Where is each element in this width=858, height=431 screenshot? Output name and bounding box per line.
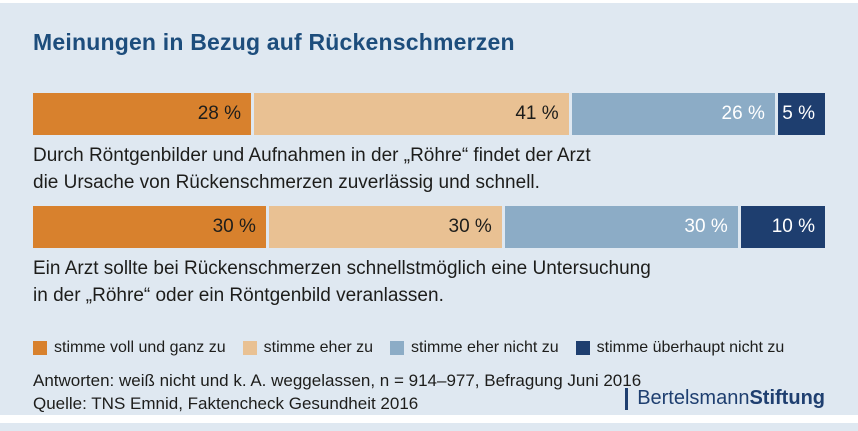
legend-swatch-orange-icon xyxy=(33,341,47,355)
legend-swatch-bluegray-icon xyxy=(390,341,405,355)
legend-item-disagree-somewhat: stimme eher nicht zu xyxy=(390,339,559,357)
legend-swatch-navy-icon xyxy=(575,341,590,355)
statement-question-1: Durch Röntgenbilder und Aufnahmen in der… xyxy=(33,142,591,196)
bar1-segment-agree-fully: 28 % xyxy=(33,93,252,135)
legend-label: stimme eher nicht zu xyxy=(411,339,559,356)
footer-note: Antworten: weiß nicht und k. A. weggelas… xyxy=(33,371,642,390)
bar1-segment-agree-somewhat: 41 % xyxy=(254,93,569,135)
bar2-segment-agree-somewhat: 30 % xyxy=(268,206,502,248)
legend-item-disagree-fully: stimme überhaupt nicht zu xyxy=(575,339,785,357)
legend-item-agree-fully: stimme voll und ganz zu xyxy=(33,339,226,357)
legend-swatch-tan-icon xyxy=(242,341,257,355)
statement-question-2: Ein Arzt sollte bei Rückenschmerzen schn… xyxy=(33,255,651,309)
bar1-segment-disagree-somewhat: 26 % xyxy=(571,93,775,135)
logo-text-regular: Bertelsmann xyxy=(637,387,750,409)
page-title: Meinungen in Bezug auf Rückenschmerzen xyxy=(33,29,515,55)
legend-label: stimme voll und ganz zu xyxy=(54,339,226,356)
legend-label: stimme überhaupt nicht zu xyxy=(596,339,785,356)
footer-source: Quelle: TNS Emnid, Faktencheck Gesundhei… xyxy=(33,394,419,413)
stacked-bar-question-1: 28 % 41 % 26 % 5 % xyxy=(33,93,826,135)
statement-2-line-1: Ein Arzt sollte bei Rückenschmerzen schn… xyxy=(33,258,651,279)
bottom-white-strip xyxy=(0,415,858,423)
bar2-segment-disagree-somewhat: 30 % xyxy=(504,206,738,248)
logo-separator-bar xyxy=(625,387,629,410)
bertelsmann-stiftung-logo: Bertelsmann Stiftung xyxy=(625,387,825,410)
panel-background: Meinungen in Bezug auf Rückenschmerzen 2… xyxy=(0,3,858,423)
legend-label: stimme eher zu xyxy=(263,339,374,356)
statement-1-line-2: die Ursache von Rückenschmerzen zuverläs… xyxy=(33,172,540,193)
logo-text-bold: Stiftung xyxy=(749,387,825,409)
bar2-segment-agree-fully: 30 % xyxy=(33,206,266,248)
bar2-segment-disagree-fully: 10 % xyxy=(740,206,826,248)
legend-item-agree-somewhat: stimme eher zu xyxy=(242,339,374,357)
stacked-bar-question-2: 30 % 30 % 30 % 10 % xyxy=(33,206,826,248)
legend: stimme voll und ganz zu stimme eher zu s… xyxy=(33,339,784,357)
statement-2-line-2: in der „Röhre“ oder ein Röntgenbild vera… xyxy=(33,285,444,306)
statement-1-line-1: Durch Röntgenbilder und Aufnahmen in der… xyxy=(33,145,591,166)
bar1-segment-disagree-fully: 5 % xyxy=(777,93,826,135)
